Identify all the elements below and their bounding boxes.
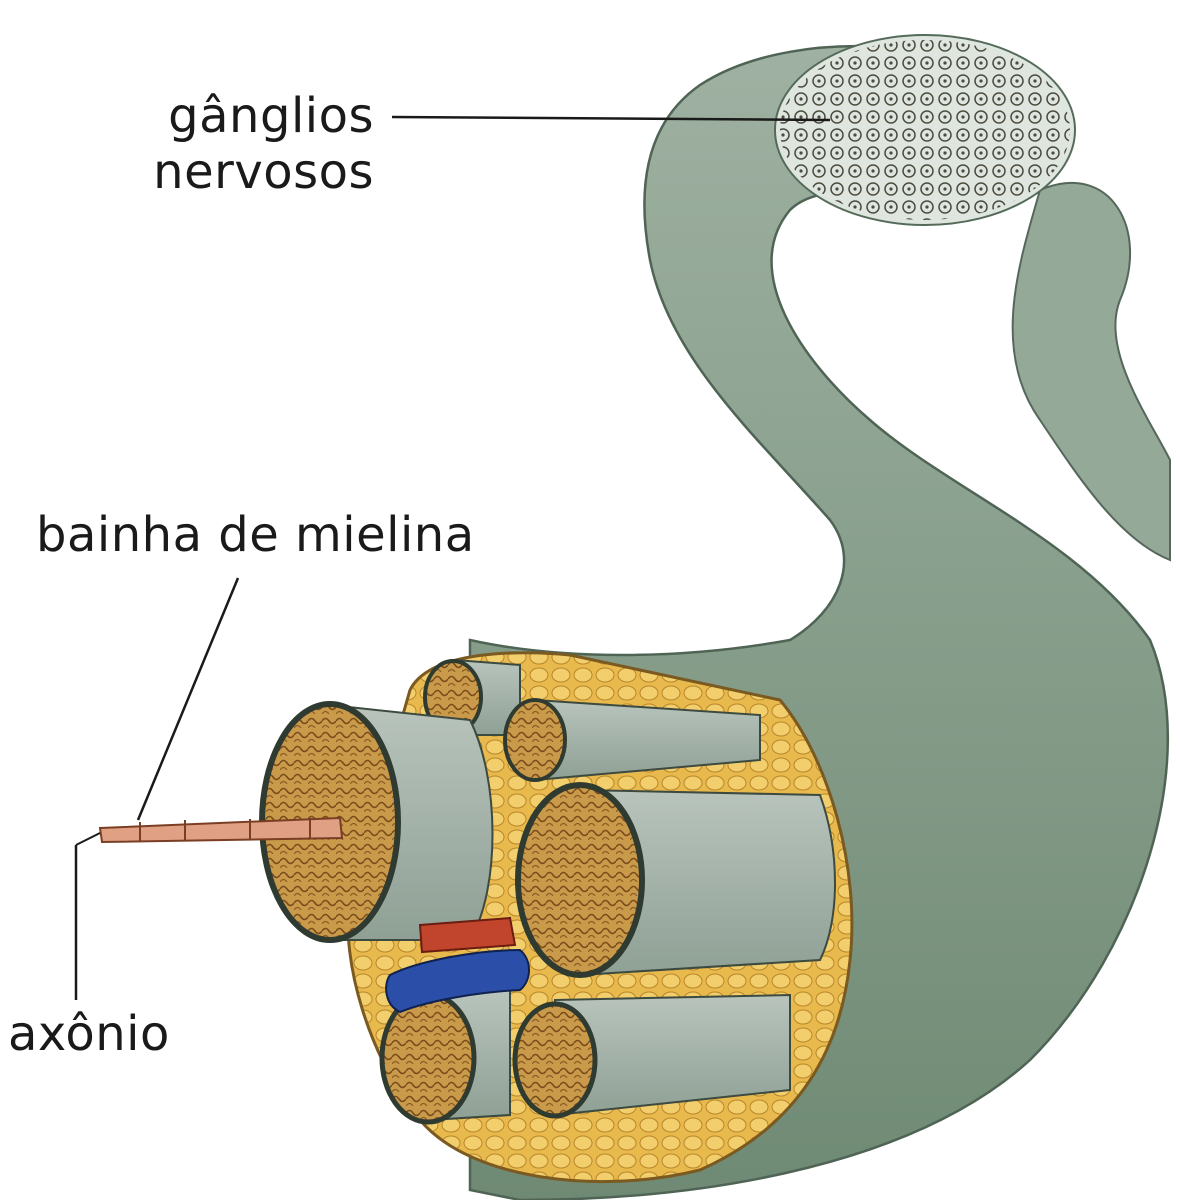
vein	[385, 948, 530, 1014]
leader-line-bainha	[136, 577, 240, 821]
fascicle-tube	[579, 788, 836, 977]
ganglion-cells	[780, 40, 1070, 220]
leader-line-axonio-tip	[75, 832, 101, 846]
label-ganglios-nervosos: gânglios nervosos	[153, 88, 374, 200]
artery	[418, 916, 517, 954]
fascicle-bottom-left	[379, 991, 477, 1125]
fascicle-bottom-right	[512, 1001, 598, 1119]
fascicle-small-2	[503, 698, 567, 782]
nerve-branch	[1011, 182, 1171, 562]
label-ganglios-line2: nervosos	[153, 144, 374, 200]
label-bainha-de-mielina: bainha de mielina	[36, 507, 475, 563]
label-axonio: axônio	[8, 1006, 170, 1062]
leader-line-ganglios	[391, 115, 831, 122]
fascicle-large-center	[515, 782, 645, 978]
axon	[98, 816, 344, 844]
label-ganglios-line1: gânglios	[168, 88, 374, 144]
